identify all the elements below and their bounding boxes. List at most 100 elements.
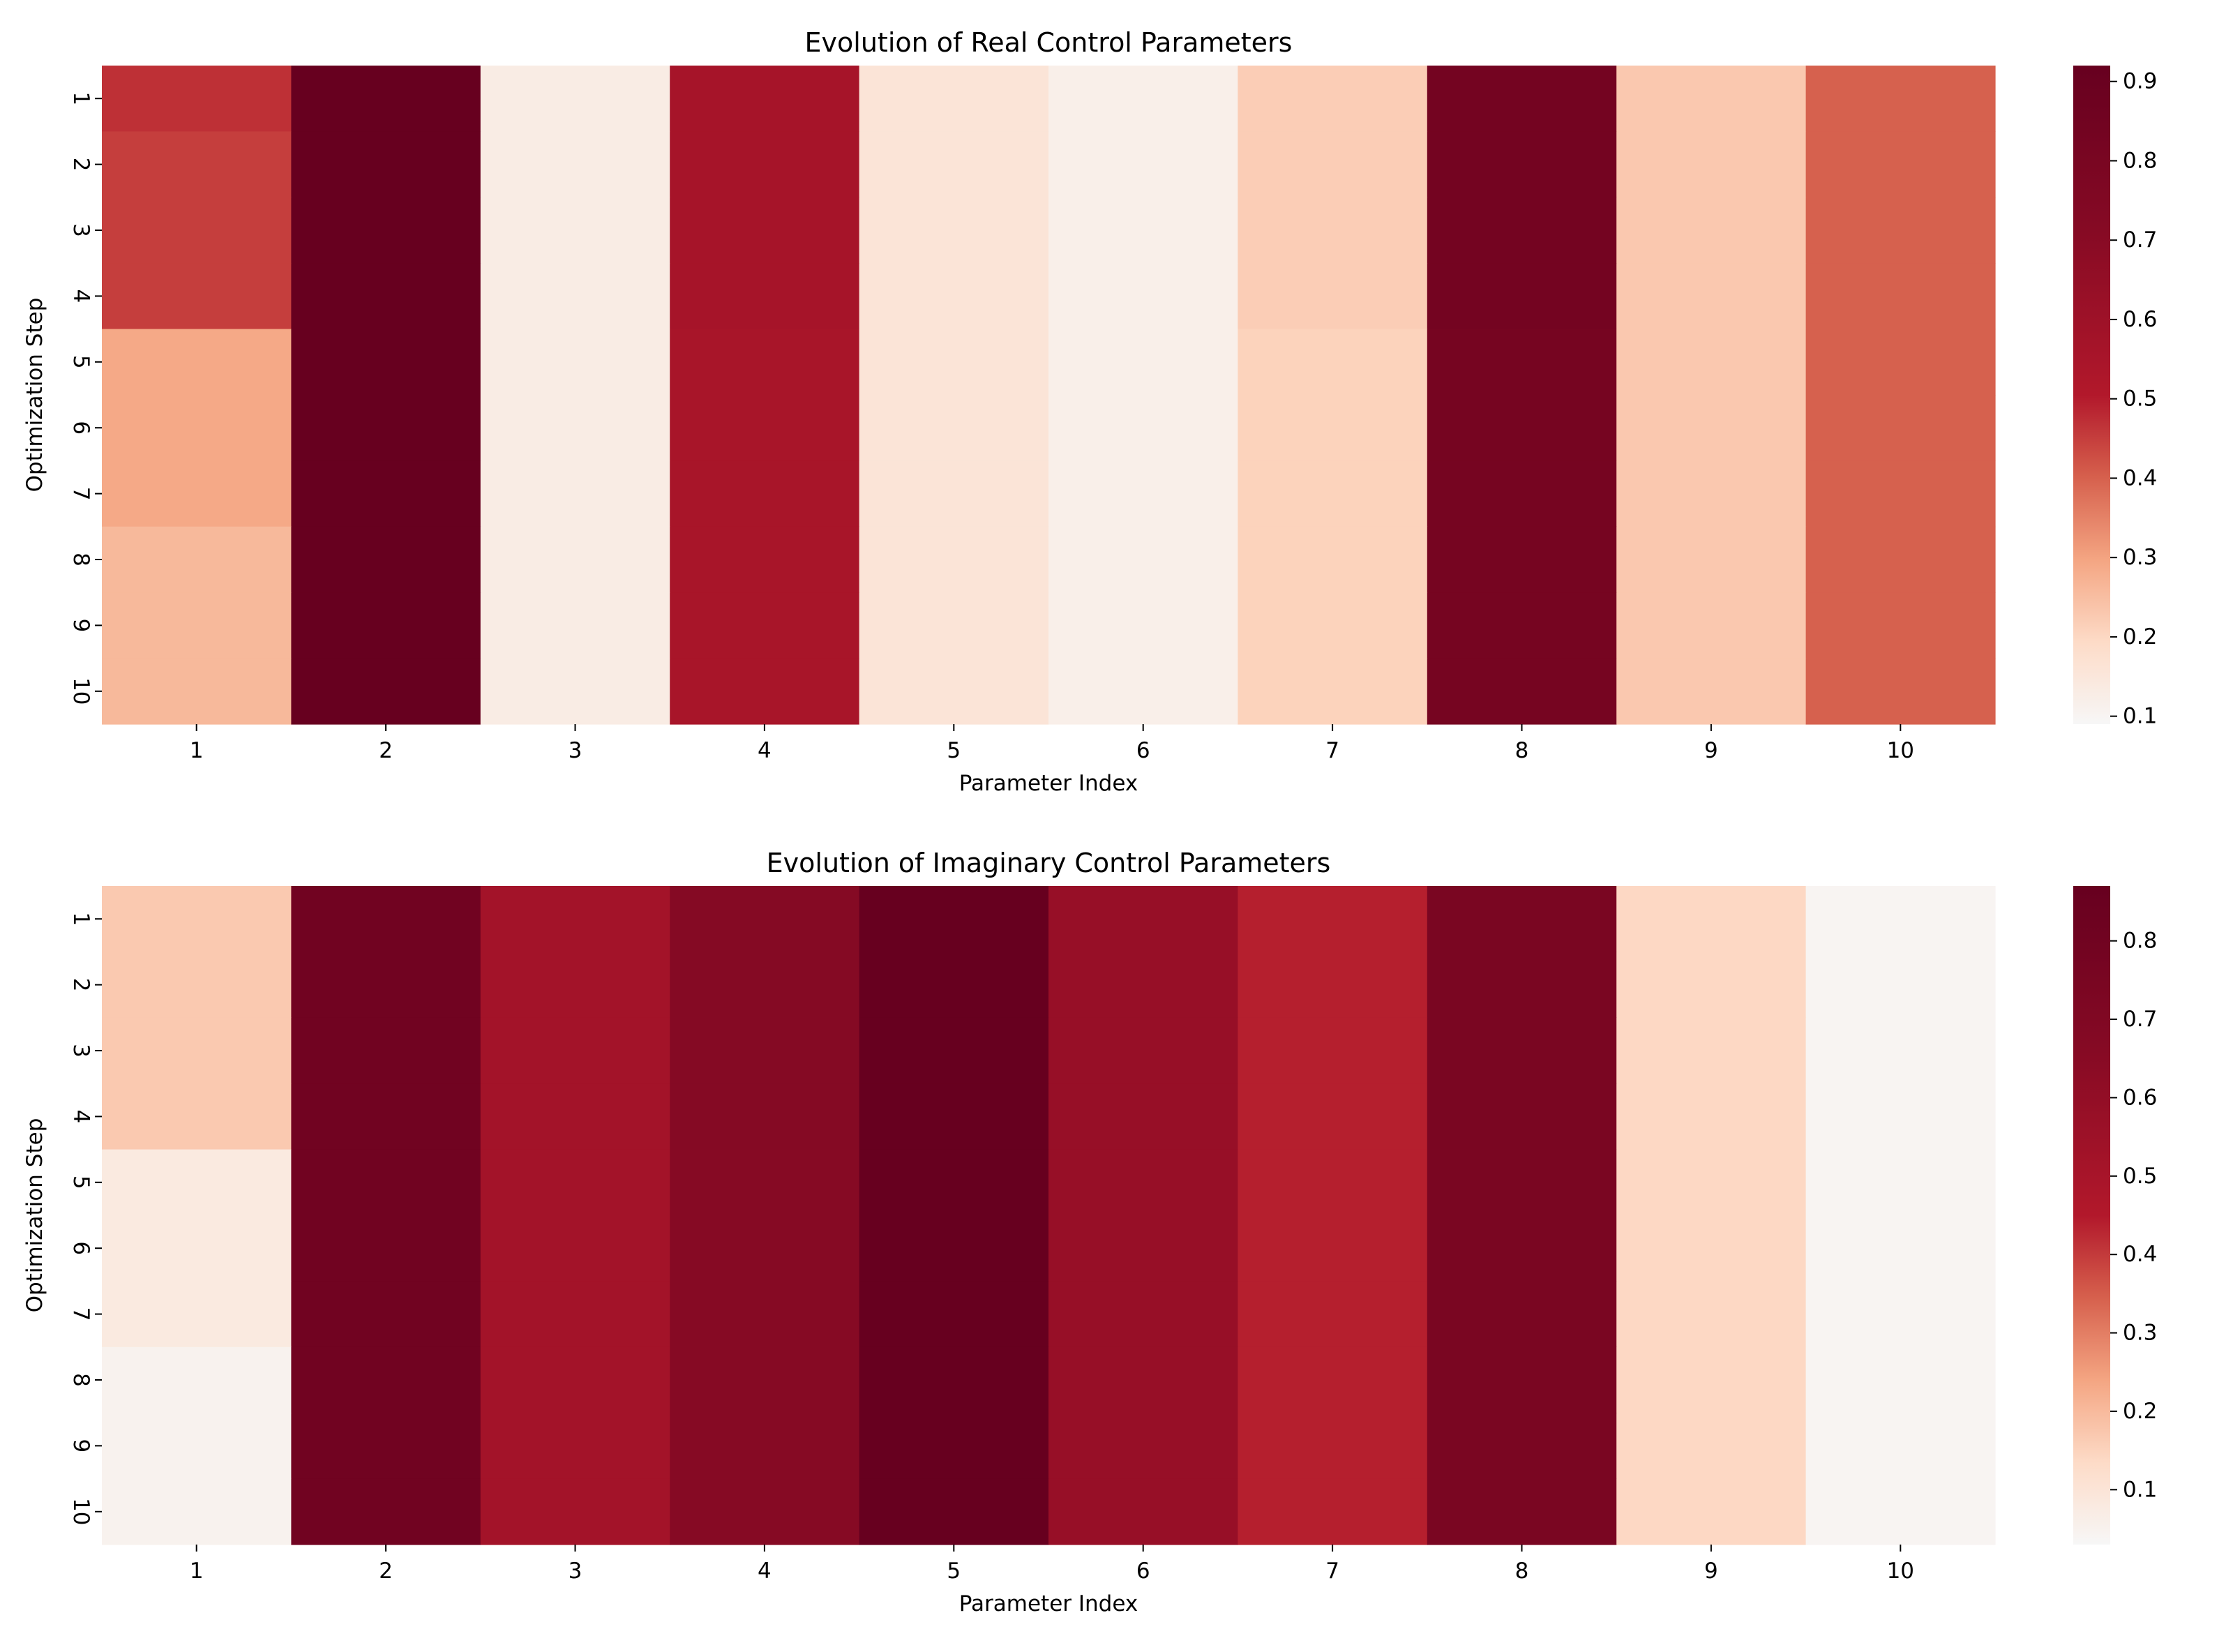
cell-r5-c7: [1238, 329, 1428, 396]
cell-r1-c5: [859, 66, 1049, 132]
cell-r7-c9: [1616, 460, 1807, 527]
colorbar: [2073, 66, 2110, 724]
cell-r6-c5: [859, 1215, 1049, 1282]
cell-r3-c8: [1427, 1017, 1617, 1084]
cell-r8-c5: [859, 526, 1049, 593]
cell-r9-c6: [1048, 592, 1238, 659]
x-tick-label: 6: [1136, 738, 1150, 763]
chart-title: Evolution of Real Control Parameters: [805, 27, 1293, 58]
cell-r8-c6: [1048, 526, 1238, 593]
colorbar-tick-label: 0.8: [2123, 929, 2157, 954]
x-tick-label: 7: [1325, 1559, 1339, 1584]
y-tick-label: 10: [68, 1498, 93, 1525]
cell-r5-c1: [102, 1149, 292, 1216]
cell-r6-c10: [1805, 395, 1996, 461]
cell-r6-c3: [480, 395, 670, 461]
cell-r3-c4: [670, 1017, 860, 1084]
x-tick-label: 4: [758, 1559, 772, 1584]
cell-r9-c10: [1805, 592, 1996, 659]
y-tick-label: 1: [68, 912, 93, 926]
cell-r4-c8: [1427, 263, 1617, 330]
cell-r9-c2: [291, 592, 481, 659]
cell-r5-c4: [670, 1149, 860, 1216]
cell-r3-c3: [480, 1017, 670, 1084]
cell-r1-c2: [291, 886, 481, 952]
cell-r1-c4: [670, 886, 860, 952]
x-tick-label: 5: [947, 738, 961, 763]
colorbar-tick-label: 0.8: [2123, 148, 2157, 173]
cell-r10-c10: [1805, 1478, 1996, 1545]
cell-r10-c4: [670, 658, 860, 725]
cell-r6-c7: [1238, 1215, 1428, 1282]
cell-r7-c10: [1805, 460, 1996, 527]
colorbar-tick-label: 0.4: [2123, 465, 2157, 490]
cell-r2-c6: [1048, 131, 1238, 198]
colorbar-tick-label: 0.2: [2123, 624, 2157, 649]
heatmap-panel-2: Evolution of Imaginary Control Parameter…: [22, 848, 2157, 1616]
cell-r3-c3: [480, 197, 670, 264]
x-tick-label: 10: [1887, 738, 1914, 763]
cell-r6-c1: [102, 395, 292, 461]
cell-r10-c6: [1048, 658, 1238, 725]
colorbar-tick-label: 0.3: [2123, 1321, 2157, 1346]
cell-r10-c5: [859, 658, 1049, 725]
cell-r6-c10: [1805, 1215, 1996, 1282]
cell-r7-c1: [102, 460, 292, 527]
chart-title: Evolution of Imaginary Control Parameter…: [767, 848, 1331, 878]
colorbar-tick-label: 0.9: [2123, 69, 2157, 94]
cell-r4-c6: [1048, 1083, 1238, 1150]
cell-r1-c7: [1238, 66, 1428, 132]
y-tick-label: 7: [68, 487, 93, 501]
cell-r6-c9: [1616, 395, 1807, 461]
cell-r9-c3: [480, 1413, 670, 1480]
cell-r8-c2: [291, 526, 481, 593]
cell-r9-c10: [1805, 1413, 1996, 1480]
cell-r5-c9: [1616, 1149, 1807, 1216]
cell-r3-c6: [1048, 1017, 1238, 1084]
colorbar-tick-label: 0.1: [2123, 1477, 2157, 1502]
y-tick-label: 4: [68, 1110, 93, 1124]
cell-r7-c8: [1427, 1281, 1617, 1348]
cell-r10-c3: [480, 658, 670, 725]
x-tick-label: 3: [569, 1559, 582, 1584]
cell-r1-c8: [1427, 66, 1617, 132]
cell-r2-c4: [670, 952, 860, 1019]
cell-r2-c9: [1616, 952, 1807, 1019]
x-tick-label: 10: [1887, 1559, 1914, 1584]
cell-r5-c5: [859, 329, 1049, 396]
y-axis-label: Optimization Step: [22, 1118, 47, 1313]
cell-r1-c9: [1616, 886, 1807, 952]
cell-r8-c8: [1427, 1346, 1617, 1413]
y-tick-label: 2: [68, 158, 93, 172]
cell-r7-c4: [670, 460, 860, 527]
cell-r4-c3: [480, 263, 670, 330]
y-tick-label: 6: [68, 1241, 93, 1255]
cell-r7-c5: [859, 1281, 1049, 1348]
cell-r2-c9: [1616, 131, 1807, 198]
cell-r8-c7: [1238, 1346, 1428, 1413]
colorbar-tick-label: 0.2: [2123, 1399, 2157, 1424]
cell-r3-c10: [1805, 1017, 1996, 1084]
cell-r3-c2: [291, 197, 481, 264]
cell-r4-c7: [1238, 263, 1428, 330]
cell-r6-c6: [1048, 1215, 1238, 1282]
cell-r3-c2: [291, 1017, 481, 1084]
cell-r9-c1: [102, 592, 292, 659]
x-tick-label: 4: [758, 738, 772, 763]
cell-r4-c4: [670, 1083, 860, 1150]
cell-r4-c5: [859, 1083, 1049, 1150]
cell-r1-c4: [670, 66, 860, 132]
x-tick-label: 5: [947, 1559, 961, 1584]
cell-r6-c1: [102, 1215, 292, 1282]
cell-r8-c8: [1427, 526, 1617, 593]
x-tick-label: 9: [1704, 738, 1718, 763]
cell-r7-c5: [859, 460, 1049, 527]
cell-r8-c4: [670, 526, 860, 593]
cell-r8-c2: [291, 1346, 481, 1413]
cell-r9-c4: [670, 1413, 860, 1480]
cell-r5-c2: [291, 1149, 481, 1216]
cell-r6-c7: [1238, 395, 1428, 461]
cell-r8-c7: [1238, 526, 1428, 593]
cell-r4-c2: [291, 1083, 481, 1150]
